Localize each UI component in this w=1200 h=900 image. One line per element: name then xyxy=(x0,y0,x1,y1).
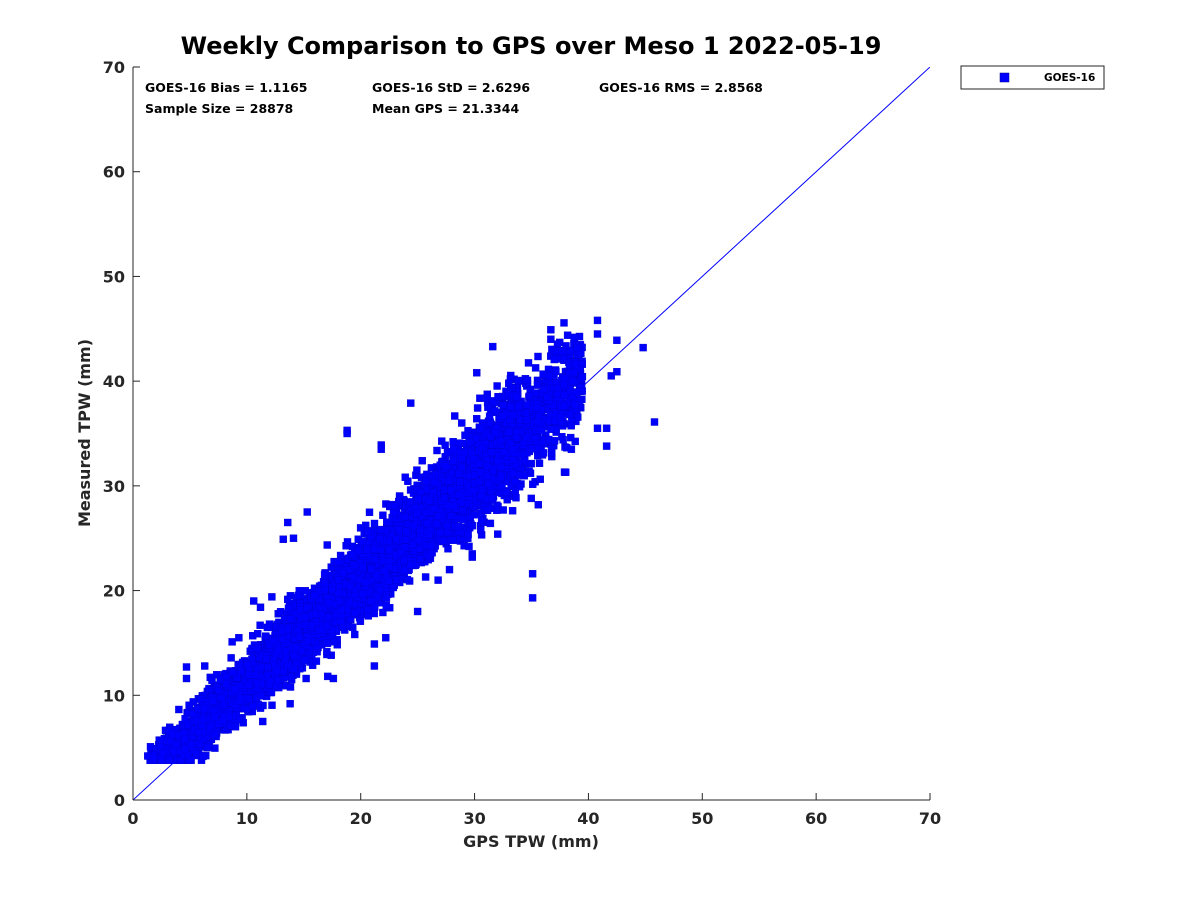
data-point xyxy=(523,376,532,385)
data-point xyxy=(534,352,542,361)
data-point xyxy=(522,409,530,417)
data-point xyxy=(539,449,548,457)
data-point xyxy=(444,545,452,553)
data-point xyxy=(356,524,365,532)
data-point xyxy=(571,401,579,409)
data-point xyxy=(570,333,579,342)
data-point xyxy=(458,419,466,427)
data-point xyxy=(493,382,501,390)
data-point xyxy=(370,519,379,528)
data-point xyxy=(535,459,544,467)
data-point xyxy=(567,433,575,442)
data-point xyxy=(547,425,555,433)
data-point xyxy=(574,413,582,421)
data-point xyxy=(268,701,276,709)
chart-title: Weekly Comparison to GPS over Meso 1 202… xyxy=(181,32,882,60)
data-point xyxy=(524,359,533,367)
data-point xyxy=(364,606,372,614)
data-point xyxy=(199,752,207,761)
data-point xyxy=(527,494,535,503)
data-point xyxy=(549,401,557,409)
data-point xyxy=(563,331,572,339)
data-point xyxy=(175,705,183,714)
data-point xyxy=(418,457,426,465)
data-point xyxy=(559,436,567,444)
data-point xyxy=(301,656,309,664)
data-point xyxy=(488,494,496,502)
data-point xyxy=(486,519,495,528)
data-point xyxy=(503,496,511,504)
data-point xyxy=(336,551,345,560)
data-point xyxy=(508,507,517,515)
data-point xyxy=(344,556,352,564)
data-point xyxy=(578,373,587,381)
data-point xyxy=(276,608,285,616)
data-point xyxy=(227,654,235,662)
data-point xyxy=(548,449,556,457)
data-point xyxy=(476,394,484,402)
data-point xyxy=(451,412,459,420)
data-point xyxy=(284,604,293,612)
data-point xyxy=(308,661,317,669)
data-point xyxy=(263,623,272,632)
data-point xyxy=(320,570,329,579)
data-point xyxy=(552,367,560,376)
data-point xyxy=(484,403,492,411)
data-point xyxy=(473,415,481,423)
data-point xyxy=(466,514,474,522)
data-point xyxy=(531,364,540,372)
data-point xyxy=(449,536,457,544)
data-point xyxy=(389,583,397,592)
data-point xyxy=(473,404,482,412)
data-point xyxy=(208,676,216,685)
data-point xyxy=(536,475,544,483)
data-point xyxy=(560,319,568,327)
data-point xyxy=(527,459,535,468)
data-point xyxy=(465,542,473,551)
data-point xyxy=(383,518,391,526)
data-point xyxy=(379,608,387,617)
data-point xyxy=(525,467,533,475)
